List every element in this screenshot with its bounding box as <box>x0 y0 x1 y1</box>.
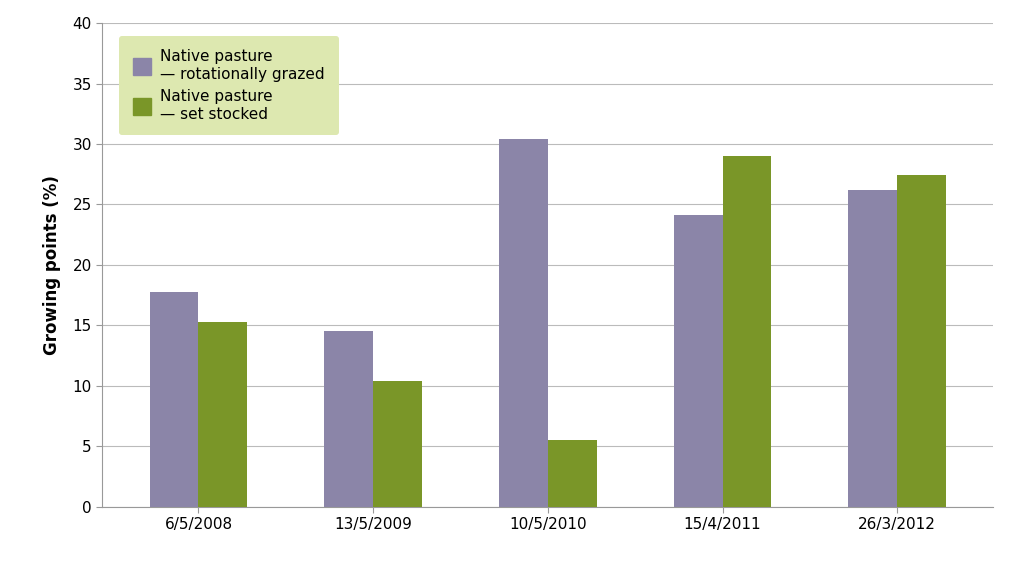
Bar <box>897 176 946 507</box>
Bar <box>373 381 422 507</box>
Bar <box>674 215 723 507</box>
Legend: Native pasture
— rotationally grazed, Native pasture
— set stocked: Native pasture — rotationally grazed, Na… <box>119 36 339 135</box>
Bar <box>199 322 248 507</box>
Y-axis label: Growing points (%): Growing points (%) <box>43 175 61 355</box>
Bar <box>150 291 199 507</box>
Bar <box>848 190 897 507</box>
Bar <box>325 331 373 507</box>
Bar <box>723 156 771 507</box>
Bar <box>499 139 548 507</box>
Bar <box>548 440 597 507</box>
